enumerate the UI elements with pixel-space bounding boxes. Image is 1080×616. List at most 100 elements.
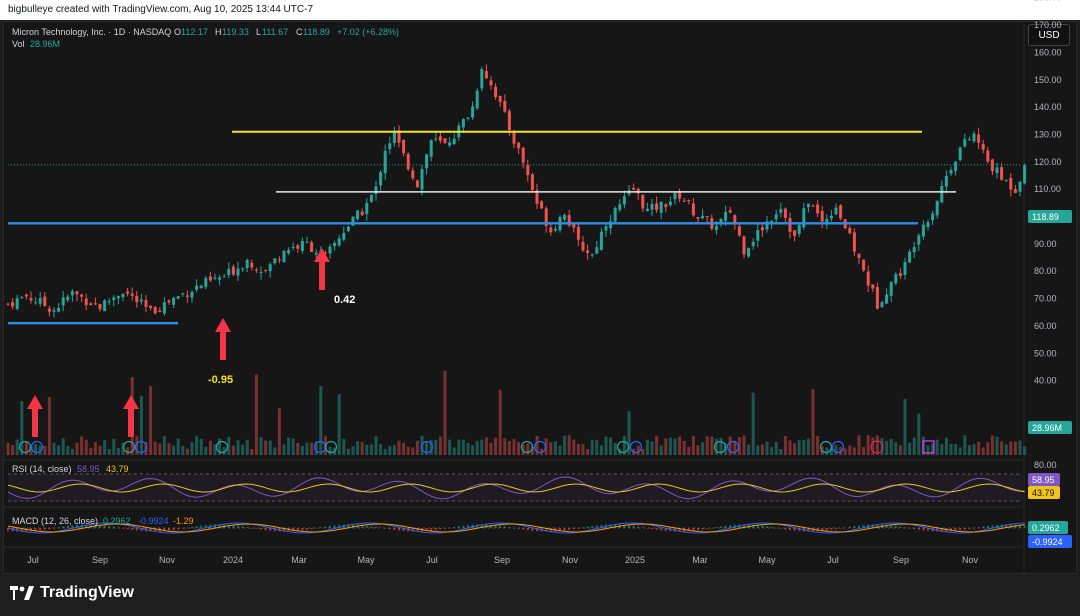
volume-bar bbox=[903, 399, 907, 455]
volume-bar bbox=[774, 441, 778, 455]
volume-bar bbox=[530, 446, 534, 455]
candle-body bbox=[1023, 164, 1027, 184]
macd-histogram-bar bbox=[982, 526, 985, 528]
earnings-icon bbox=[420, 440, 434, 454]
candle-body bbox=[443, 138, 447, 144]
macd-histogram-bar bbox=[411, 528, 414, 532]
macd-histogram-bar bbox=[706, 528, 709, 529]
rsi-value: 58.95 bbox=[77, 464, 100, 474]
candle-body bbox=[503, 100, 507, 112]
macd-histogram-bar bbox=[57, 527, 60, 528]
macd-histogram-bar bbox=[858, 525, 860, 528]
volume-bar bbox=[636, 445, 640, 455]
up-arrow-icon bbox=[314, 248, 330, 290]
volume-bar bbox=[57, 445, 61, 455]
volume-bar bbox=[245, 439, 249, 455]
volume-bar bbox=[153, 441, 157, 455]
macd-histogram-bar bbox=[163, 528, 166, 532]
candle-body bbox=[392, 132, 396, 143]
candle-body bbox=[742, 236, 746, 255]
volume-bar bbox=[438, 436, 442, 455]
tradingview-logo[interactable]: TradingView bbox=[10, 584, 134, 602]
macd-histogram-bar bbox=[172, 528, 175, 531]
volume-bar bbox=[622, 435, 626, 455]
macd-histogram-bar bbox=[582, 527, 584, 529]
volume-bar bbox=[434, 439, 438, 455]
macd-histogram-bar bbox=[876, 524, 879, 528]
tradingview-brand: TradingView bbox=[40, 584, 134, 601]
macd-histogram-bar bbox=[513, 527, 515, 529]
candle-body bbox=[314, 252, 318, 255]
volume-bar bbox=[650, 441, 654, 455]
candle-body bbox=[480, 69, 484, 89]
macd-histogram-bar bbox=[632, 525, 635, 528]
macd-histogram-bar bbox=[784, 528, 787, 530]
candle-body bbox=[829, 215, 833, 219]
candle-body bbox=[190, 291, 194, 298]
volume-bar bbox=[6, 442, 10, 455]
candle-body bbox=[34, 302, 38, 304]
macd-histogram-bar bbox=[710, 527, 713, 529]
candle-body bbox=[990, 159, 994, 172]
macd-histogram-bar bbox=[149, 528, 152, 532]
candle-body bbox=[604, 226, 608, 231]
candle-body bbox=[402, 139, 406, 154]
candle-body bbox=[747, 248, 751, 257]
attribution-bar: bigbulleye created with TradingView.com,… bbox=[0, 0, 1080, 20]
candle-body bbox=[645, 208, 649, 212]
macd-histogram-bar bbox=[11, 528, 14, 532]
tradingview-logo-icon bbox=[10, 586, 34, 600]
candle-body bbox=[379, 172, 383, 186]
volume-bar bbox=[360, 442, 364, 455]
volume-bar bbox=[107, 448, 111, 455]
volume-bar bbox=[829, 448, 833, 455]
macd-histogram-bar bbox=[416, 528, 419, 532]
macd-histogram-bar bbox=[200, 525, 203, 528]
macd-histogram-bar bbox=[637, 526, 640, 528]
volume-bar bbox=[719, 437, 723, 455]
macd-signal-badge: -0.9924 bbox=[1032, 537, 1063, 547]
volume-bar bbox=[328, 446, 332, 455]
volume-bar bbox=[576, 444, 580, 455]
candle-body bbox=[466, 117, 470, 119]
volume-bar bbox=[843, 448, 847, 455]
macd-histogram-bar bbox=[352, 524, 354, 528]
currency-button[interactable]: USD bbox=[1028, 24, 1070, 46]
candle-body bbox=[11, 302, 15, 307]
price-badge: 118.89 bbox=[1032, 212, 1059, 222]
candle-body bbox=[825, 219, 829, 224]
volume-bar bbox=[1004, 444, 1008, 455]
candle-body bbox=[149, 305, 153, 309]
volume-bar bbox=[567, 435, 571, 455]
candle-body bbox=[185, 295, 189, 297]
rsi-ma-value: 43.79 bbox=[106, 464, 129, 474]
legend-open: 112.17 bbox=[181, 27, 208, 37]
macd-histogram-bar bbox=[34, 528, 37, 531]
volume-bar bbox=[503, 438, 507, 455]
candle-body bbox=[563, 214, 567, 220]
y-tick-label: 130.00 bbox=[1034, 129, 1062, 139]
candle-body bbox=[415, 180, 419, 188]
candle-body bbox=[935, 201, 939, 216]
macd-histogram-bar bbox=[600, 524, 603, 528]
macd-histogram-bar bbox=[917, 528, 920, 530]
volume-bar bbox=[139, 395, 143, 455]
volume-bar bbox=[103, 440, 107, 455]
volume-bar bbox=[61, 438, 65, 455]
candle-body bbox=[61, 297, 65, 306]
volume-bar bbox=[613, 443, 617, 455]
y-tick-label: 120.00 bbox=[1034, 157, 1062, 167]
x-tick-label: Nov bbox=[562, 555, 579, 565]
candle-body bbox=[222, 276, 226, 278]
candle-body bbox=[199, 285, 203, 289]
candle-body bbox=[894, 274, 898, 284]
volume-bar bbox=[162, 436, 166, 455]
legend-o-label: O bbox=[174, 27, 181, 37]
candle-body bbox=[103, 300, 107, 312]
volume-bar bbox=[811, 389, 815, 455]
macd-histogram-bar bbox=[204, 525, 207, 528]
candle-body bbox=[977, 134, 981, 143]
chart-frame[interactable] bbox=[3, 21, 1077, 574]
volume-bar bbox=[944, 437, 948, 455]
